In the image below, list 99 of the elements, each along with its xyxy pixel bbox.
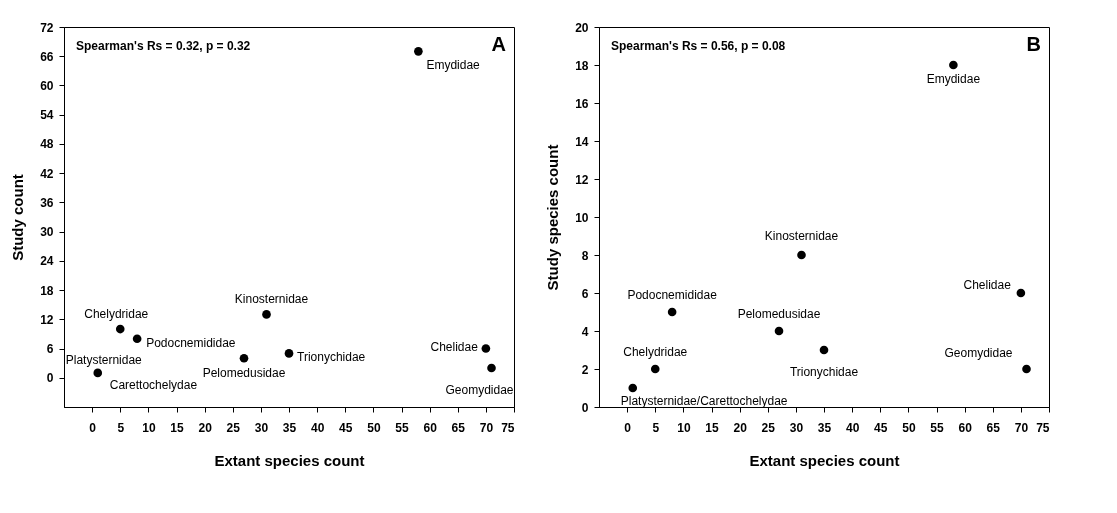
- x-tick-label: 40: [310, 420, 325, 435]
- x-tick-label: 10: [677, 420, 691, 435]
- y-tick-label: 4: [581, 324, 589, 339]
- annotation: Chelidae: [963, 278, 1012, 292]
- y-tick-label: 20: [575, 20, 589, 35]
- x-tick-label: 30: [254, 420, 269, 435]
- point: [1022, 364, 1031, 374]
- y-tick-label: 16: [575, 96, 589, 111]
- x-tick-label: 5: [652, 420, 660, 435]
- x-tick-label: 60: [958, 420, 973, 435]
- y-axis-title: Study count: [9, 174, 27, 261]
- annotation: Kinosternidae: [234, 292, 309, 307]
- point: [284, 349, 294, 358]
- point: [650, 364, 660, 374]
- x-tick-label: 25: [761, 420, 776, 435]
- x-tick-label: 60: [423, 420, 438, 435]
- y-tick-label: 66: [40, 49, 54, 64]
- x-tick-label: 25: [226, 420, 241, 435]
- annotation: A: [491, 33, 506, 55]
- annotation: Spearman's Rs = 0.56, p = 0.08: [611, 39, 786, 53]
- x-tick-label: 15: [170, 420, 184, 435]
- y-tick-label: 14: [575, 134, 589, 149]
- annotation: Spearman's Rs = 0.32, p = 0.32: [76, 39, 251, 53]
- y-tick-label: 48: [40, 137, 54, 152]
- x-tick-label: 30: [789, 420, 804, 435]
- annotation: Emydidae: [426, 58, 481, 73]
- x-tick-label: 65: [986, 420, 1001, 435]
- annotation: Chelydridae: [84, 307, 149, 322]
- point: [481, 344, 491, 353]
- annotation: Pelomedusidae: [737, 307, 821, 321]
- y-tick-label: 2: [581, 362, 589, 377]
- y-tick-label: 36: [40, 195, 54, 210]
- point: [628, 383, 638, 393]
- y-tick-label: 0: [581, 400, 589, 415]
- annotation: Platysternidae: [65, 352, 143, 367]
- point: [487, 363, 496, 373]
- y-tick-label: 18: [575, 58, 589, 73]
- y-tick-label: 30: [40, 225, 54, 240]
- x-tick-label: 0: [89, 420, 97, 435]
- annotation: Geomydidae: [445, 383, 514, 398]
- y-tick-label: 0: [46, 371, 54, 386]
- x-tick-label: 45: [339, 420, 353, 435]
- point: [262, 310, 271, 319]
- x-tick-label: 75: [501, 420, 515, 435]
- x-tick-label: 20: [733, 420, 748, 435]
- y-tick-label: 8: [581, 248, 589, 263]
- annotation: Chelidae: [430, 339, 479, 354]
- point: [797, 250, 806, 260]
- annotation: Kinosternidae: [764, 229, 839, 243]
- y-tick-label: 42: [40, 166, 54, 181]
- annotation: Carettochelydae: [109, 377, 198, 392]
- point: [115, 324, 125, 334]
- point: [93, 368, 103, 378]
- x-tick-label: 45: [874, 420, 888, 435]
- annotation: B: [1026, 33, 1041, 55]
- x-tick-label: 15: [705, 420, 719, 435]
- point: [949, 60, 958, 70]
- y-tick-label: 6: [46, 342, 54, 357]
- y-tick-label: 18: [40, 283, 54, 298]
- x-tick-label: 55: [930, 420, 944, 435]
- x-tick-label: 55: [395, 420, 409, 435]
- annotation: Podocnemididae: [627, 288, 718, 302]
- x-tick-label: 40: [845, 420, 860, 435]
- annotation: Trionychidae: [789, 365, 859, 379]
- y-tick-label: 12: [575, 172, 589, 187]
- x-tick-label: 75: [1036, 420, 1050, 435]
- y-axis-title: Study species count: [544, 144, 562, 291]
- x-tick-label: 20: [198, 420, 213, 435]
- y-tick-label: 12: [40, 312, 54, 327]
- x-tick-label: 0: [624, 420, 632, 435]
- x-tick-label: 50: [902, 420, 916, 435]
- y-tick-label: 60: [40, 78, 54, 93]
- annotation: Geomydidae: [944, 346, 1013, 360]
- x-tick-label: 50: [367, 420, 381, 435]
- annotation: Chelydridae: [623, 345, 688, 359]
- point: [414, 47, 423, 56]
- y-tick-label: 6: [581, 286, 589, 301]
- point: [132, 334, 142, 344]
- y-tick-label: 54: [40, 108, 54, 123]
- annotation: Emydidae: [926, 72, 981, 86]
- x-tick-label: 65: [451, 420, 466, 435]
- annotation: Pelomedusidae: [202, 366, 286, 381]
- x-axis-title: Extant species count: [214, 451, 365, 469]
- x-tick-label: 70: [479, 420, 494, 435]
- x-tick-label: 35: [282, 420, 297, 435]
- y-tick-label: 10: [575, 210, 589, 225]
- point: [239, 353, 249, 363]
- annotation: Podocnemididae: [146, 335, 236, 350]
- x-axis-title: Extant species count: [749, 451, 900, 469]
- x-tick-label: 70: [1014, 420, 1029, 435]
- annotation: Trionychidae: [297, 350, 366, 365]
- x-tick-label: 10: [142, 420, 156, 435]
- annotation: Platysternidae/Carettochelydae: [620, 394, 788, 408]
- y-tick-label: 72: [40, 20, 54, 35]
- point: [667, 307, 677, 317]
- x-tick-label: 35: [817, 420, 832, 435]
- point: [1016, 288, 1026, 298]
- x-tick-label: 5: [117, 420, 125, 435]
- y-tick-label: 24: [40, 254, 54, 269]
